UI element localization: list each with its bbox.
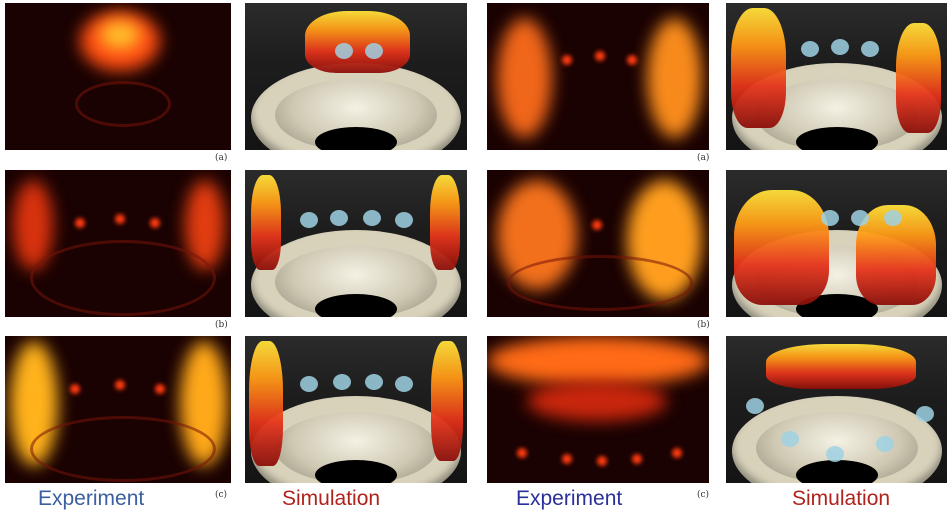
experiment-photo-left-c — [5, 336, 231, 483]
experiment-photo-right-c — [487, 336, 709, 483]
experiment-photo-right-a — [487, 3, 709, 150]
simulation-render-right-c — [726, 336, 947, 483]
panel-tag: (b) — [697, 320, 710, 330]
simulation-render-right-b — [726, 170, 947, 317]
experiment-photo-right-b — [487, 170, 709, 317]
experiment-photo-left-a — [5, 3, 231, 150]
experiment-caption: Experiment — [38, 487, 145, 510]
panel-tag: (a) — [697, 153, 710, 163]
panel-tag: (c) — [697, 490, 710, 500]
panel-tag: (a) — [215, 153, 228, 163]
simulation-render-left-b — [245, 170, 467, 317]
simulation-caption: Simulation — [282, 487, 381, 510]
simulation-render-right-a — [726, 3, 947, 150]
panel-tag: (b) — [215, 320, 228, 330]
experiment-caption: Experiment — [516, 487, 623, 510]
simulation-render-left-a — [245, 3, 467, 150]
experiment-photo-left-b — [5, 170, 231, 317]
simulation-caption: Simulation — [792, 487, 891, 510]
panel-tag: (c) — [215, 490, 228, 500]
simulation-render-left-c — [245, 336, 467, 483]
